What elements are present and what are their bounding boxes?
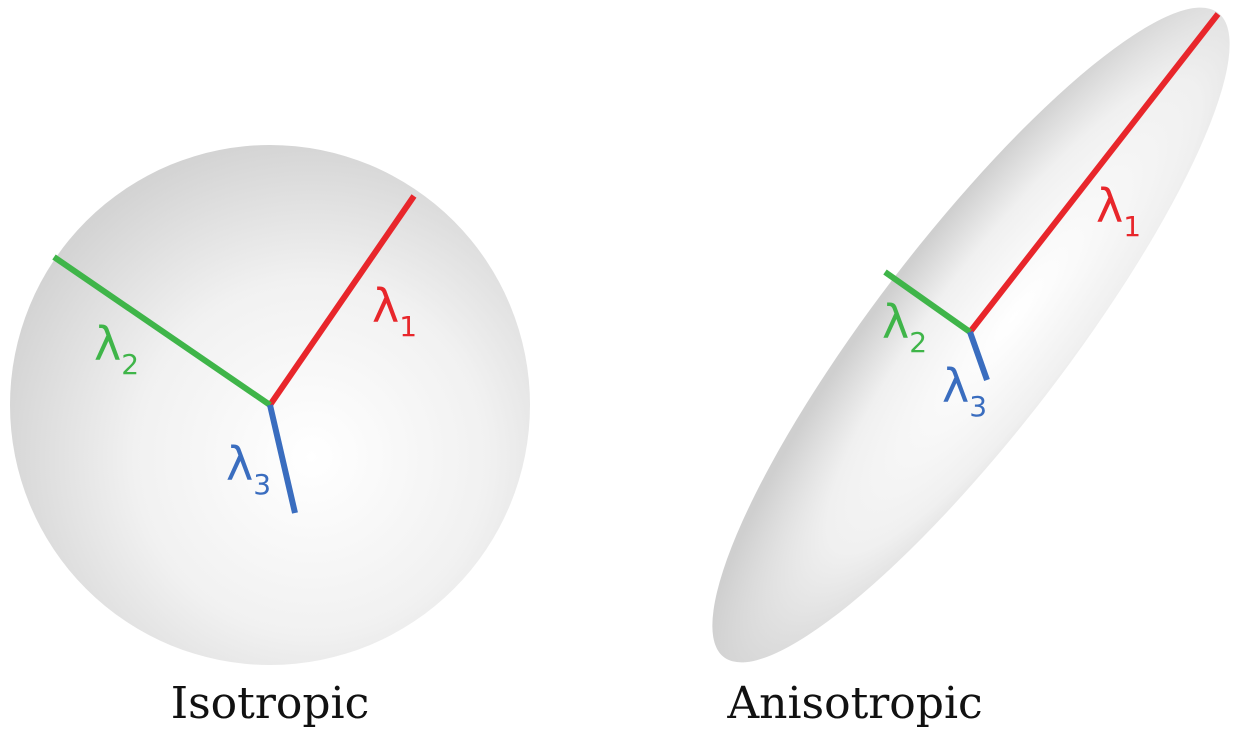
diagram: λ1 λ2 λ3 Isotropic λ1 λ2 λ3 Anisotropic (0, 0, 1234, 729)
panel-title: Anisotropic (726, 678, 982, 729)
anisotropic-panel: λ1 λ2 λ3 Anisotropic (648, 0, 1234, 729)
isotropic-panel: λ1 λ2 λ3 Isotropic (10, 145, 530, 729)
panel-title: Isotropic (171, 678, 370, 729)
